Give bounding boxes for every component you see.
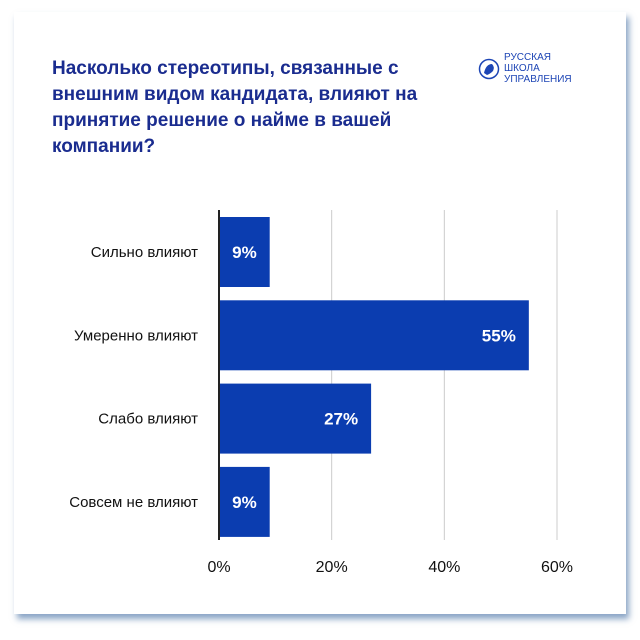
- data-label: 9%: [232, 493, 257, 512]
- x-tick-label: 20%: [316, 559, 348, 576]
- bar: [219, 300, 529, 371]
- logo-text: РУССКАЯ ШКОЛА УПРАВЛЕНИЯ: [504, 52, 572, 85]
- bar: [219, 383, 372, 454]
- category-label: Сильно влияют: [91, 244, 198, 261]
- bar: [219, 466, 270, 537]
- data-label: 55%: [482, 326, 516, 345]
- chart-title: Насколько стереотипы, связанные с внешни…: [52, 58, 418, 157]
- bar: [219, 217, 270, 287]
- logo: РУССКАЯ ШКОЛА УПРАВЛЕНИЯ: [478, 52, 572, 85]
- category-label: Совсем не влияют: [69, 494, 198, 511]
- x-tick-label: 40%: [428, 559, 460, 576]
- x-tick-label: 0%: [207, 559, 230, 576]
- logo-emblem-icon: [478, 58, 500, 79]
- data-label: 27%: [324, 410, 358, 429]
- category-label: Слабо влияют: [98, 411, 198, 428]
- data-label: 9%: [232, 243, 257, 262]
- category-label: Умеренно влияют: [74, 327, 198, 344]
- x-tick-label: 60%: [541, 559, 573, 576]
